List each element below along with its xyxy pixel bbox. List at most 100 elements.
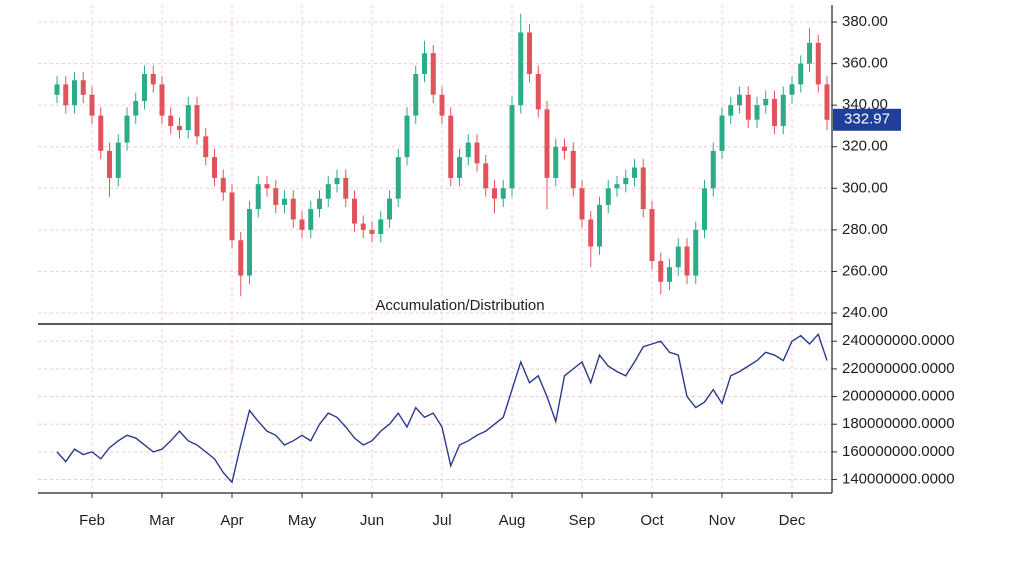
candle-body [518, 32, 524, 106]
candle-body [72, 80, 77, 106]
candle-body [404, 115, 410, 158]
candle-body [553, 146, 559, 178]
candle-body [360, 223, 366, 230]
candle-body [675, 246, 681, 268]
candle-body [684, 246, 690, 276]
candle-body [579, 188, 585, 220]
candle-body [54, 84, 60, 95]
candle-body [203, 136, 209, 158]
grid [38, 5, 832, 492]
candle-body [194, 105, 200, 137]
candle-body [255, 184, 261, 210]
x-tick-label: Oct [640, 512, 664, 529]
marks [54, 13, 830, 484]
y-tick-label: 140000000.0000 [842, 471, 955, 488]
candle-body [150, 73, 156, 85]
candle-body [780, 94, 786, 126]
candle-body [623, 177, 629, 185]
y-tick-label: 380.00 [842, 13, 888, 30]
candle-body [378, 219, 384, 235]
candle-body [597, 204, 602, 247]
candle-body [640, 167, 646, 210]
candle-body [212, 157, 217, 178]
candle-body [422, 53, 427, 74]
y-tick-label: 200000000.0000 [842, 388, 955, 405]
candle-body [474, 142, 480, 164]
candle-body [115, 142, 121, 178]
candle-body [457, 157, 462, 178]
candle-body [667, 267, 672, 282]
candle-body [317, 198, 322, 210]
candle-body [728, 105, 734, 116]
candle-body [702, 188, 707, 230]
x-tick-label: Jul [432, 512, 451, 529]
y-tick-label: 260.00 [842, 262, 888, 279]
candle-body [588, 219, 594, 247]
x-tick-label: Feb [79, 512, 105, 529]
candle-body [754, 105, 760, 120]
candle-body [439, 94, 445, 116]
candle-body [142, 73, 147, 102]
candle-body [282, 198, 287, 205]
axes: Feb Mar Apr May Jun Jul Aug Sep Oct Nov Dec 240.00 2… [38, 5, 955, 529]
last-price-box [833, 108, 901, 131]
candle-body [98, 115, 104, 151]
candle-body [737, 94, 742, 106]
candle-body [658, 261, 664, 282]
candle-body [159, 84, 165, 116]
candle-body [177, 125, 182, 131]
candle-body [369, 229, 375, 235]
x-tick-label: Mar [149, 512, 175, 529]
candle-body [465, 142, 471, 158]
candle-body [343, 177, 349, 199]
candle-body [605, 188, 611, 205]
candle-body [124, 115, 130, 143]
y-tick-label: 280.00 [842, 221, 888, 238]
candle-body [387, 198, 392, 220]
candle-body [632, 167, 637, 178]
candle-body [649, 209, 655, 262]
candle-body [535, 73, 541, 110]
x-tick-label: Aug [499, 512, 526, 529]
y-tick-label: 300.00 [842, 179, 888, 196]
candle-body [527, 32, 532, 74]
candle-body [247, 209, 252, 276]
candle-body [352, 198, 357, 224]
ad-line [56, 332, 828, 484]
candle-body [693, 229, 699, 276]
candle-body [308, 209, 314, 230]
candle-body [789, 84, 795, 95]
x-tick-label: Dec [779, 512, 806, 529]
candle-body [710, 150, 716, 189]
candle-body [273, 188, 279, 205]
y-tick-label: 320.00 [842, 138, 888, 155]
candle-body [168, 115, 174, 126]
candle-body [299, 219, 305, 230]
candle-body [544, 109, 550, 178]
candle-body [63, 84, 69, 106]
y-tick-label: 220000000.0000 [842, 360, 955, 377]
y-tick-label: 160000000.0000 [842, 443, 955, 460]
candle-body [815, 42, 821, 85]
candle-body [483, 163, 489, 189]
candle-body [763, 98, 769, 106]
y-tick-label: 180000000.0000 [842, 415, 955, 432]
candle-body [238, 240, 244, 276]
candle-body [798, 63, 804, 85]
candle-body [500, 188, 506, 199]
candle-body [290, 198, 296, 220]
x-tick-label: May [288, 512, 317, 529]
x-tick-label: Jun [360, 512, 384, 529]
y-tick-label: 240.00 [842, 304, 888, 321]
candle-body [448, 115, 454, 178]
candle-body [334, 177, 340, 185]
y-tick-label: 360.00 [842, 55, 888, 72]
candle-body [824, 84, 830, 120]
candle-body [220, 177, 226, 193]
candle-body [133, 101, 139, 116]
candle-body [413, 73, 419, 116]
candle-body [772, 98, 777, 126]
x-tick-label: Nov [709, 512, 736, 529]
candle-body [264, 184, 270, 189]
